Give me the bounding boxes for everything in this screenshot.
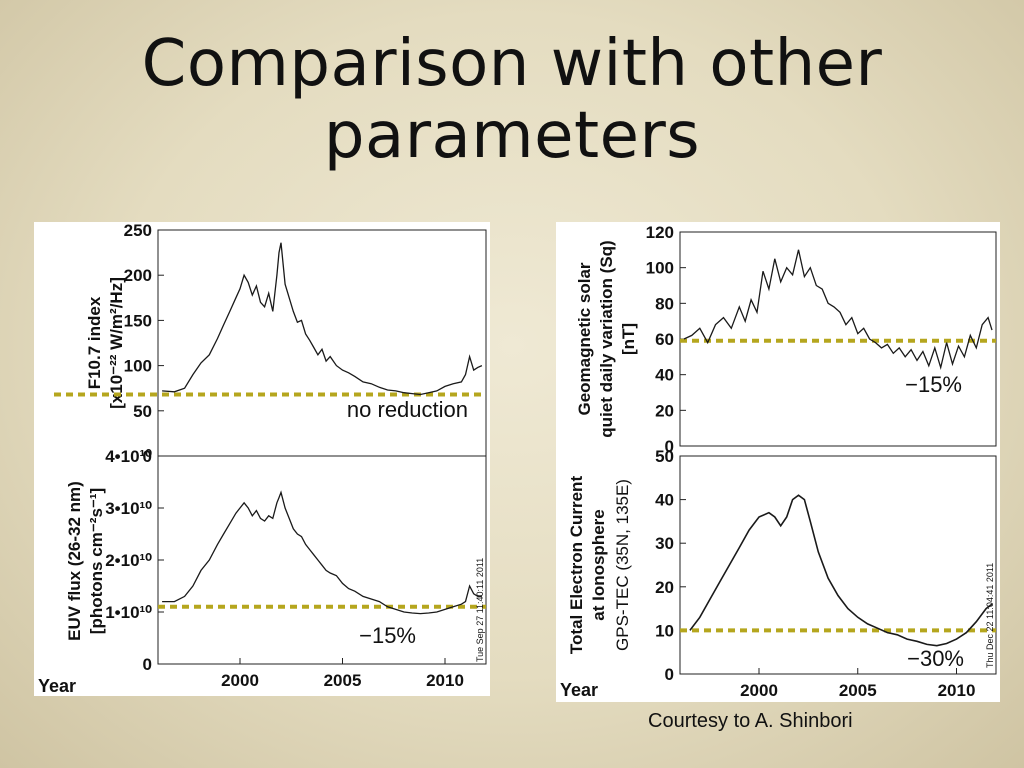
euv-y-ticks: 0 1•10¹⁰ 2•10¹⁰ 3•10¹⁰ 4•10¹⁰: [105, 447, 164, 674]
tec-series-line: [689, 494, 993, 647]
sq-ylabel-line1: Geomagnetic solar: [575, 262, 594, 415]
right-chart-svg: Geomagnetic solar quiet daily variation …: [560, 223, 997, 700]
tec-y-ticks: 0 10 20 30 40 50: [655, 447, 686, 684]
tec-x-tick-label: 2000: [740, 681, 778, 700]
chart-sq: Geomagnetic solar quiet daily variation …: [575, 223, 997, 456]
slide-title-line2: parameters: [323, 99, 701, 173]
euv-ylabel-line2: [photons cm⁻²s⁻¹]: [87, 488, 106, 634]
euv-x-ticks: 2000 2005 2010: [221, 658, 464, 690]
tec-y-tick-label: 0: [665, 665, 674, 684]
euv-y-tick-label: 4•10¹⁰: [105, 447, 152, 466]
sq-ylabel-line2: quiet daily variation (Sq): [597, 240, 616, 437]
left-chart-panel: F10.7 index [x10⁻²² W/m²/Hz] 0 50 100 150 20…: [34, 221, 490, 696]
euv-plot-frame: [157, 455, 487, 665]
slide-title: Comparison with other parameters: [0, 28, 1024, 172]
sq-y-tick-label: 80: [655, 294, 674, 313]
f107-ylabel-line2: [x10⁻²² W/m²/Hz]: [107, 277, 126, 409]
euv-x-tick-label: 2010: [426, 671, 464, 690]
f107-plot-frame: [157, 229, 487, 457]
sq-y-ticks: 0 20 40 60 80 100 120: [646, 223, 686, 456]
euv-annotation: −15%: [359, 623, 416, 648]
chart-tec: Total Electron Current at Ionosphere GPS…: [560, 447, 997, 700]
euv-x-tick-label: 2000: [221, 671, 259, 690]
sq-y-tick-label: 100: [646, 259, 674, 278]
sq-annotation: −15%: [905, 372, 962, 397]
euv-y-tick-label: 0: [143, 655, 152, 674]
tec-timestamp: Thu Dec 22 11:04:41 2011: [985, 563, 995, 668]
tec-x-ticks: 2000 2005 2010: [740, 668, 975, 700]
euv-y-tick-label: 3•10¹⁰: [105, 499, 152, 518]
euv-x-tick-label: 2005: [324, 671, 362, 690]
tec-x-tick-label: 2005: [839, 681, 877, 700]
f107-y-tick-label: 150: [124, 311, 152, 330]
tec-annotation: −30%: [907, 646, 964, 671]
sq-ylabel-line3: [nT]: [619, 323, 638, 355]
euv-xlabel: Year: [38, 676, 76, 696]
f107-y-tick-label: 200: [124, 266, 152, 285]
f107-annotation: no reduction: [347, 397, 468, 422]
tec-y-tick-label: 40: [655, 491, 674, 510]
sq-y-tick-label: 40: [655, 366, 674, 385]
sq-series-line: [683, 249, 993, 371]
f107-series-line: [162, 242, 483, 396]
tec-plot-frame: [679, 455, 997, 675]
sq-y-tick-label: 0: [665, 437, 674, 456]
f107-y-tick-label: 0: [143, 447, 152, 466]
euv-series-line: [162, 490, 482, 615]
f107-y-ticks: 0 50 100 150 200 250: [124, 221, 164, 466]
sq-y-tick-label: 60: [655, 330, 674, 349]
euv-y-tick-label: 2•10¹⁰: [105, 551, 152, 570]
tec-ylabel-line2: at Ionosphere: [589, 509, 608, 620]
euv-timestamp: Tue Sep 27 11:40:11 2011: [475, 558, 485, 662]
right-chart-panel: Geomagnetic solar quiet daily variation …: [556, 222, 1000, 702]
tec-y-tick-label: 50: [655, 447, 674, 466]
tec-xlabel: Year: [560, 680, 598, 700]
euv-y-tick-label: 1•10¹⁰: [105, 603, 152, 622]
sq-y-tick-label: 120: [646, 223, 674, 242]
tec-ylabel-line3: GPS-TEC (35N, 135E): [613, 479, 632, 651]
f107-y-tick-label: 50: [133, 402, 152, 421]
f107-y-tick-label: 250: [124, 221, 152, 240]
tec-y-tick-label: 10: [655, 621, 674, 640]
chart-f107: F10.7 index [x10⁻²² W/m²/Hz] 0 50 100 150 20…: [54, 221, 487, 466]
f107-ylabel-line1: F10.7 index: [85, 296, 104, 389]
tec-y-tick-label: 30: [655, 534, 674, 553]
tec-x-tick-label: 2010: [938, 681, 976, 700]
tec-ylabel-line1: Total Electron Current: [567, 476, 586, 655]
slide-title-line1: Comparison with other: [141, 27, 883, 101]
euv-ylabel-line1: EUV flux (26-32 nm): [65, 481, 84, 641]
sq-y-tick-label: 20: [655, 401, 674, 420]
f107-y-tick-label: 100: [124, 357, 152, 376]
left-chart-svg: F10.7 index [x10⁻²² W/m²/Hz] 0 50 100 150 20…: [38, 221, 487, 696]
tec-y-tick-label: 20: [655, 578, 674, 597]
chart-euv: EUV flux (26-32 nm) [photons cm⁻²s⁻¹] 0 1…: [38, 447, 487, 696]
credit-text: Courtesy to A. Shinbori: [648, 710, 853, 732]
